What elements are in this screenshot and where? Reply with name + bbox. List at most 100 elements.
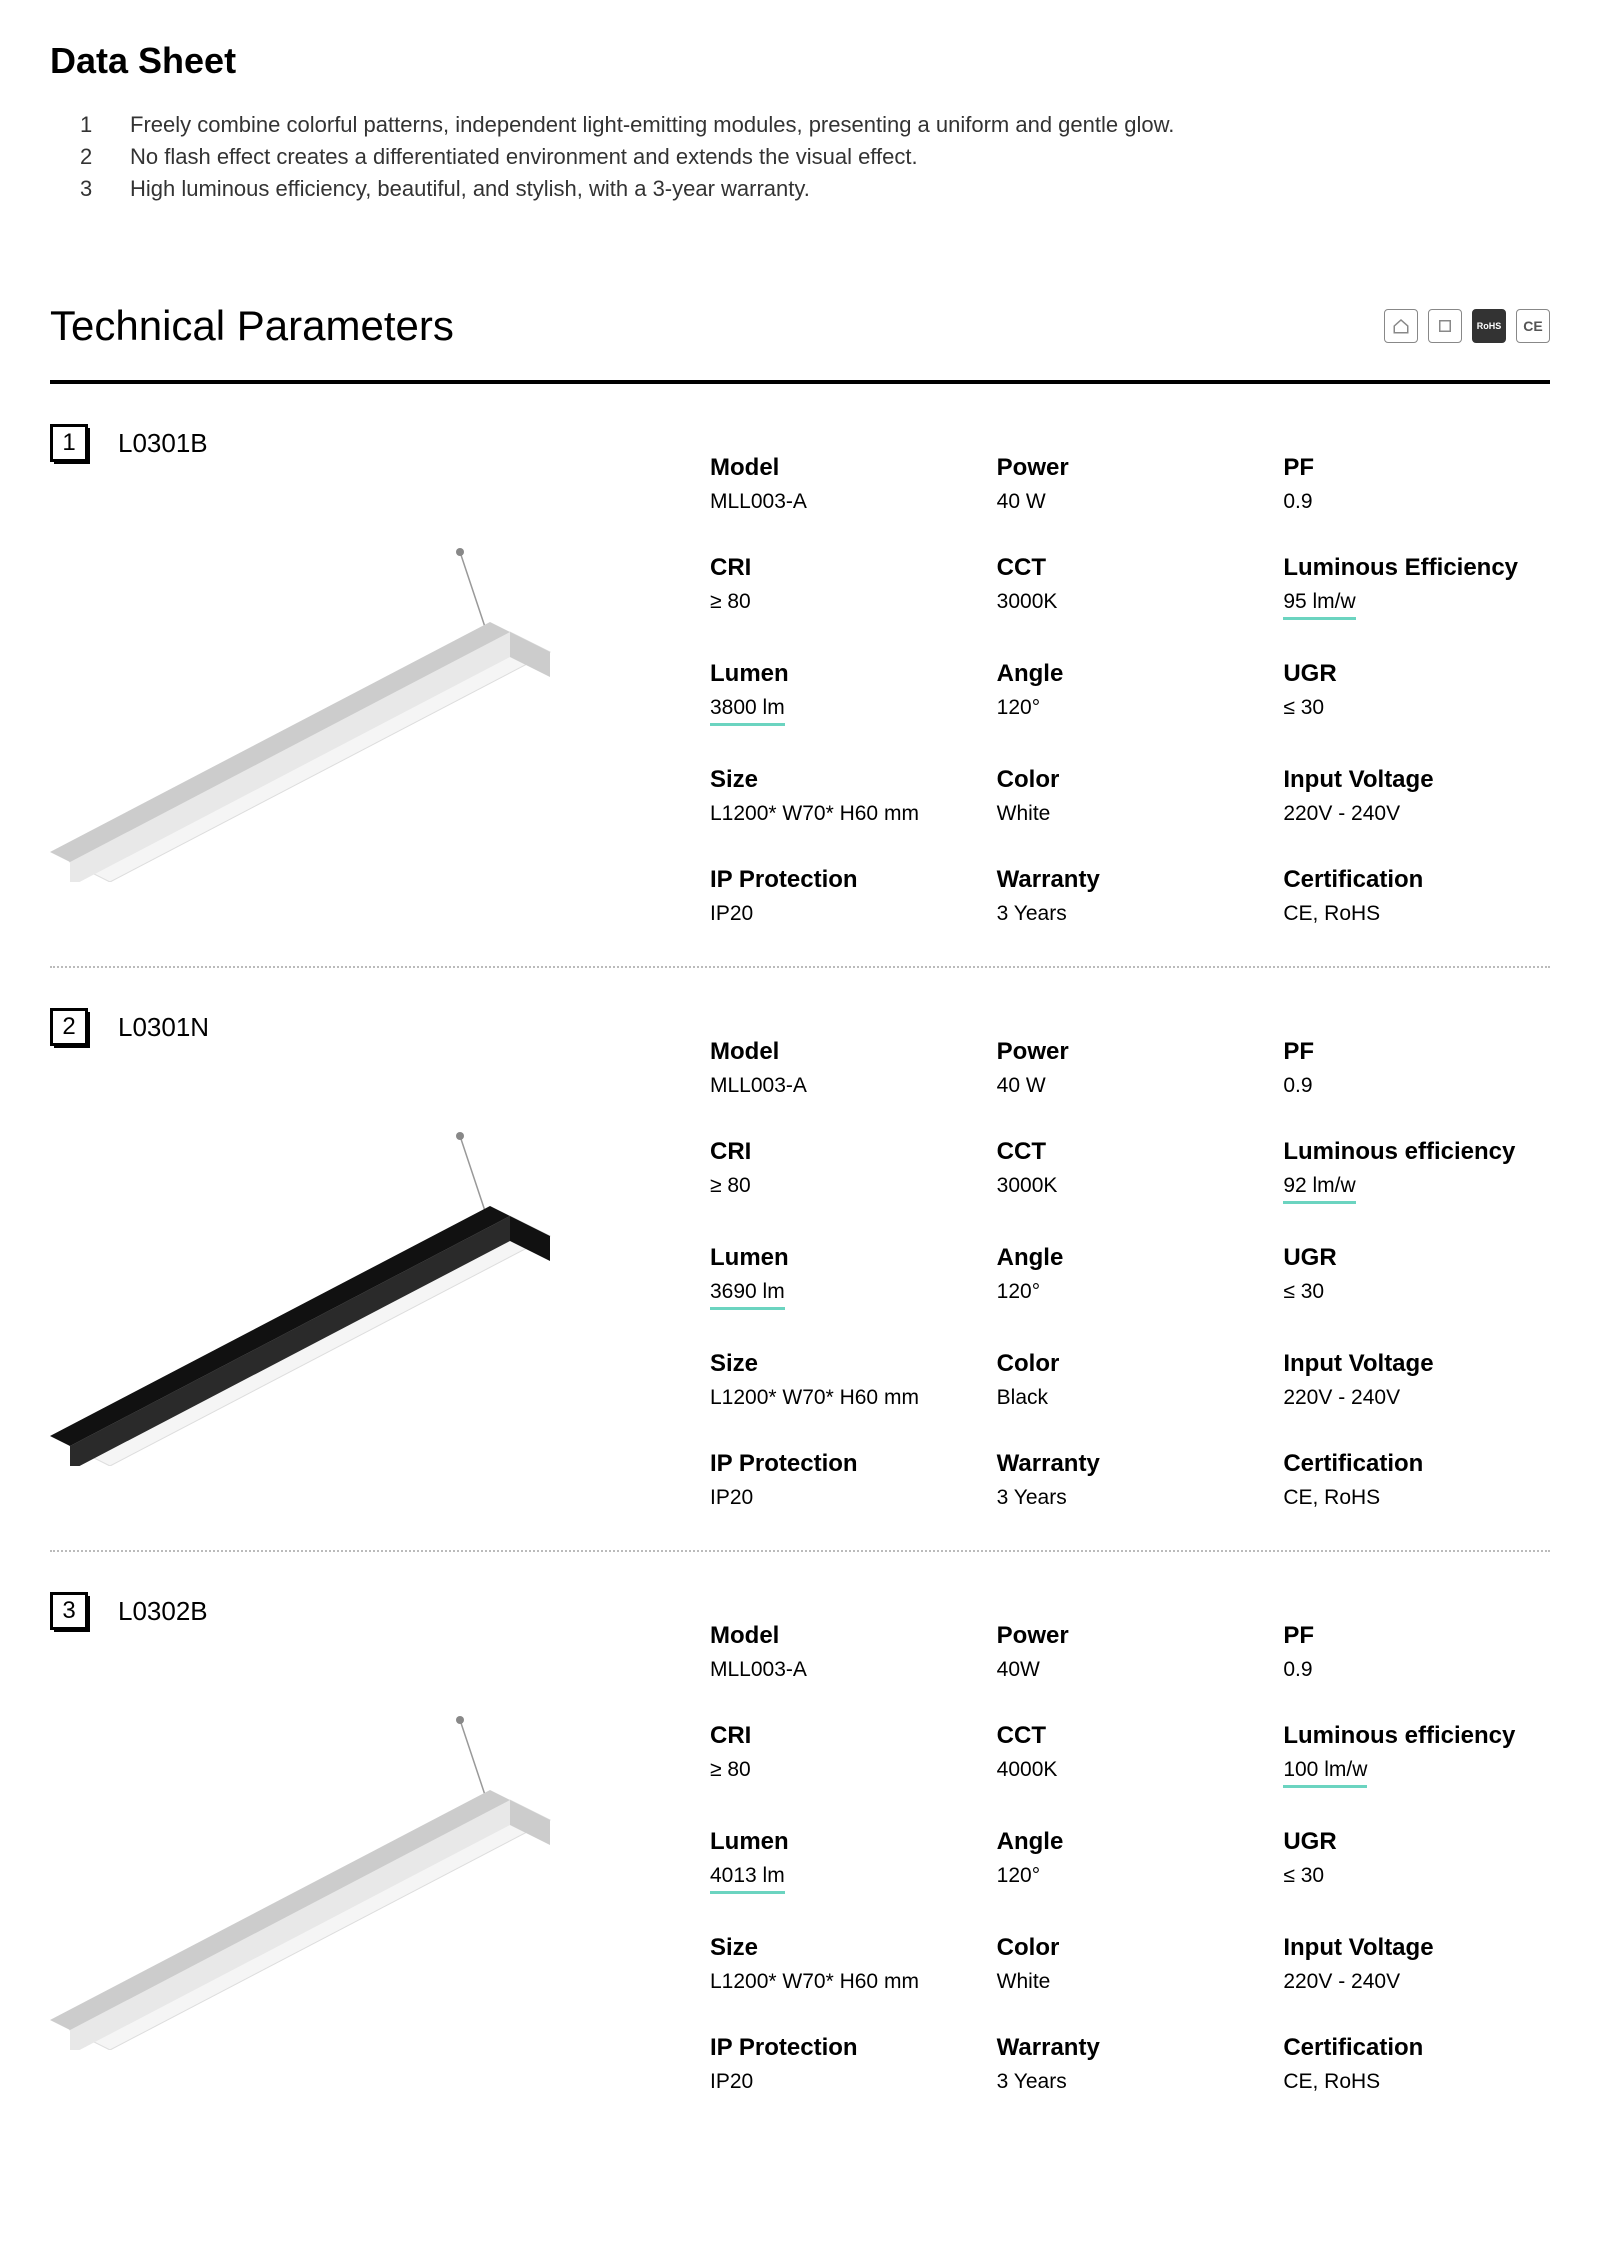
spec-value: 3 Years (997, 902, 1067, 926)
spec-label: Input Voltage (1283, 1934, 1550, 1962)
spec-label: Angle (997, 660, 1264, 688)
spec-label: Color (997, 1934, 1264, 1962)
product-header: 3 L0302B (50, 1592, 670, 1630)
spec-label: Color (997, 766, 1264, 794)
product-specs: ModelMLL003-APower40 WPF0.9CRI≥ 80CCT300… (710, 424, 1550, 926)
spec-label: Angle (997, 1828, 1264, 1856)
spec-item: CRI≥ 80 (710, 554, 977, 620)
spec-item: UGR≤ 30 (1283, 1828, 1550, 1894)
spec-value: 120° (997, 1864, 1040, 1888)
spec-item: CCT3000K (997, 554, 1264, 620)
spec-value: 95 lm/w (1283, 590, 1355, 620)
spec-value: 0.9 (1283, 1074, 1312, 1098)
spec-label: CCT (997, 554, 1264, 582)
feature-text: High luminous efficiency, beautiful, and… (130, 176, 1550, 202)
product-code: L0301N (118, 1012, 209, 1043)
spec-value: ≤ 30 (1283, 696, 1324, 720)
spec-label: Warranty (997, 2034, 1264, 2062)
spec-value: 0.9 (1283, 1658, 1312, 1682)
spec-value: 40 W (997, 490, 1046, 514)
spec-label: Certification (1283, 2034, 1550, 2062)
spec-value: 220V - 240V (1283, 1386, 1400, 1410)
spec-item: Luminous efficiency92 lm/w (1283, 1138, 1550, 1204)
spec-item: Angle120° (997, 660, 1264, 726)
feature-row: 3High luminous efficiency, beautiful, an… (80, 176, 1550, 202)
section-title: Technical Parameters (50, 302, 454, 350)
spec-item: CertificationCE, RoHS (1283, 866, 1550, 926)
spec-value: 40 W (997, 1074, 1046, 1098)
spec-label: Luminous Efficiency (1283, 554, 1550, 582)
spec-value: 3 Years (997, 1486, 1067, 1510)
spec-label: Lumen (710, 1828, 977, 1856)
spec-value: 120° (997, 1280, 1040, 1304)
spec-item: Power40W (997, 1622, 1264, 1682)
product-header: 2 L0301N (50, 1008, 670, 1046)
spec-value: 92 lm/w (1283, 1174, 1355, 1204)
spec-label: CRI (710, 1722, 977, 1750)
spec-item: Input Voltage220V - 240V (1283, 1934, 1550, 1994)
feature-number: 3 (80, 176, 130, 202)
section-header: Technical Parameters RoHS CE (50, 302, 1550, 350)
spec-value: L1200* W70* H60 mm (710, 1970, 919, 1994)
page-title: Data Sheet (50, 40, 1550, 82)
ce-icon: CE (1516, 309, 1550, 343)
product-number: 3 (50, 1592, 88, 1630)
product-image (50, 482, 610, 882)
product-specs: ModelMLL003-APower40WPF0.9CRI≥ 80CCT4000… (710, 1592, 1550, 2094)
spec-label: Model (710, 1622, 977, 1650)
spec-label: CRI (710, 1138, 977, 1166)
spec-value: 3800 lm (710, 696, 785, 726)
spec-value: 220V - 240V (1283, 802, 1400, 826)
spec-grid: ModelMLL003-APower40WPF0.9CRI≥ 80CCT4000… (710, 1622, 1550, 2094)
spec-item: PF0.9 (1283, 454, 1550, 514)
spec-label: Size (710, 1934, 977, 1962)
spec-value: White (997, 1970, 1051, 1994)
product-header: 1L0301B (50, 424, 670, 462)
spec-label: Input Voltage (1283, 1350, 1550, 1378)
spec-label: UGR (1283, 1828, 1550, 1856)
feature-list: 1Freely combine colorful patterns, indep… (80, 112, 1550, 202)
spec-label: Size (710, 766, 977, 794)
feature-number: 2 (80, 144, 130, 170)
spec-item: Power 40 W (997, 454, 1264, 514)
spec-item: SizeL1200* W70* H60 mm (710, 766, 977, 826)
spec-label: Warranty (997, 1450, 1264, 1478)
spec-label: PF (1283, 454, 1550, 482)
spec-label: Lumen (710, 1244, 977, 1272)
spec-value: 100 lm/w (1283, 1758, 1367, 1788)
feature-row: 2No flash effect creates a differentiate… (80, 144, 1550, 170)
spec-label: Size (710, 1350, 977, 1378)
spec-value: ≥ 80 (710, 590, 751, 614)
spec-item: Warranty3 Years (997, 2034, 1264, 2094)
spec-item: CertificationCE, RoHS (1283, 2034, 1550, 2094)
spec-item: CCT4000K (997, 1722, 1264, 1788)
spec-value: MLL003-A (710, 1074, 807, 1098)
spec-item: CRI≥ 80 (710, 1722, 977, 1788)
spec-value: ≤ 30 (1283, 1280, 1324, 1304)
product-code: L0301B (118, 428, 208, 459)
spec-label: Power (997, 1038, 1264, 1066)
dotted-divider (50, 966, 1550, 968)
spec-label: Power (997, 454, 1264, 482)
spec-item: Angle120° (997, 1244, 1264, 1310)
spec-item: PF 0.9 (1283, 1038, 1550, 1098)
spec-item: IP ProtectionIP20 (710, 2034, 977, 2094)
product-number: 2 (50, 1008, 88, 1046)
feature-text: Freely combine colorful patterns, indepe… (130, 112, 1550, 138)
spec-label: IP Protection (710, 866, 977, 894)
product-left: 1L0301B (50, 424, 670, 926)
spec-label: Model (710, 454, 977, 482)
spec-item: IP ProtectionIP20 (710, 1450, 977, 1510)
spec-item: Lumen4013 lm (710, 1828, 977, 1894)
spec-label: PF (1283, 1038, 1550, 1066)
product-image (50, 1066, 610, 1466)
spec-label: UGR (1283, 1244, 1550, 1272)
product-code: L0302B (118, 1596, 208, 1627)
spec-item: Luminous efficiency100 lm/w (1283, 1722, 1550, 1788)
spec-item: Color White (997, 1934, 1264, 1994)
spec-value: L1200* W70* H60 mm (710, 1386, 919, 1410)
product-block: 3L0302B ModelMLL003-APower40WPF0.9CRI≥ 8… (50, 1592, 1550, 2094)
spec-item: Input Voltage220V - 240V (1283, 766, 1550, 826)
spec-value: 4000K (997, 1758, 1058, 1782)
spec-item: Warranty 3 Years (997, 1450, 1264, 1510)
